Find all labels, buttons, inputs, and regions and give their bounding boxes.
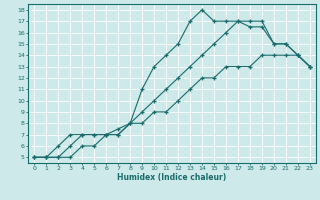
X-axis label: Humidex (Indice chaleur): Humidex (Indice chaleur)	[117, 173, 227, 182]
